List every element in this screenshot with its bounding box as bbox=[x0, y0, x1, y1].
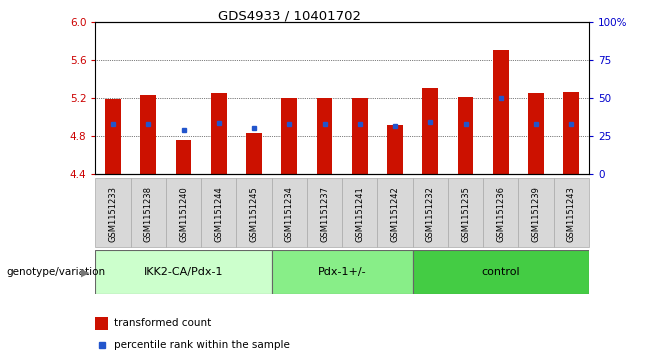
Bar bbox=[316, 98, 332, 174]
Text: GSM1151242: GSM1151242 bbox=[391, 186, 399, 242]
Bar bbox=[131, 178, 166, 247]
Bar bbox=[553, 178, 589, 247]
Text: ▶: ▶ bbox=[82, 267, 89, 277]
Bar bbox=[307, 178, 342, 247]
Bar bbox=[176, 140, 191, 174]
Text: percentile rank within the sample: percentile rank within the sample bbox=[114, 340, 290, 350]
Bar bbox=[563, 92, 579, 174]
Text: GSM1151241: GSM1151241 bbox=[355, 186, 365, 242]
Bar bbox=[236, 178, 272, 247]
Bar bbox=[483, 178, 519, 247]
Text: GSM1151243: GSM1151243 bbox=[567, 186, 576, 242]
Text: GSM1151234: GSM1151234 bbox=[285, 186, 293, 242]
Bar bbox=[413, 178, 448, 247]
Bar bbox=[140, 95, 156, 174]
Text: genotype/variation: genotype/variation bbox=[7, 267, 106, 277]
Bar bbox=[282, 98, 297, 174]
Text: GSM1151235: GSM1151235 bbox=[461, 186, 470, 242]
Text: GSM1151238: GSM1151238 bbox=[144, 186, 153, 242]
Bar bbox=[352, 98, 368, 174]
Bar bbox=[95, 250, 272, 294]
Bar bbox=[105, 99, 121, 174]
Text: GSM1151245: GSM1151245 bbox=[249, 186, 259, 242]
Text: GSM1151236: GSM1151236 bbox=[496, 186, 505, 242]
Bar bbox=[342, 178, 378, 247]
Text: GSM1151239: GSM1151239 bbox=[532, 186, 540, 242]
Text: control: control bbox=[482, 267, 520, 277]
Text: transformed count: transformed count bbox=[114, 318, 211, 328]
Bar bbox=[519, 178, 553, 247]
Bar bbox=[457, 97, 474, 174]
Bar bbox=[378, 178, 413, 247]
Text: IKK2-CA/Pdx-1: IKK2-CA/Pdx-1 bbox=[144, 267, 223, 277]
Bar bbox=[413, 250, 589, 294]
Bar bbox=[528, 93, 544, 174]
Bar bbox=[387, 125, 403, 174]
Text: GSM1151233: GSM1151233 bbox=[109, 186, 118, 242]
Bar bbox=[201, 178, 236, 247]
Bar bbox=[272, 178, 307, 247]
Text: GSM1151237: GSM1151237 bbox=[320, 186, 329, 242]
Bar bbox=[448, 178, 483, 247]
Text: GSM1151244: GSM1151244 bbox=[215, 186, 223, 242]
Bar bbox=[246, 133, 262, 174]
Bar bbox=[166, 178, 201, 247]
Text: Pdx-1+/-: Pdx-1+/- bbox=[318, 267, 367, 277]
Bar bbox=[422, 89, 438, 174]
Bar bbox=[95, 317, 108, 330]
Bar bbox=[272, 250, 413, 294]
Text: GDS4933 / 10401702: GDS4933 / 10401702 bbox=[218, 9, 361, 22]
Bar bbox=[211, 93, 227, 174]
Bar bbox=[95, 178, 131, 247]
Bar bbox=[493, 50, 509, 174]
Text: GSM1151232: GSM1151232 bbox=[426, 186, 435, 242]
Text: GSM1151240: GSM1151240 bbox=[179, 186, 188, 242]
